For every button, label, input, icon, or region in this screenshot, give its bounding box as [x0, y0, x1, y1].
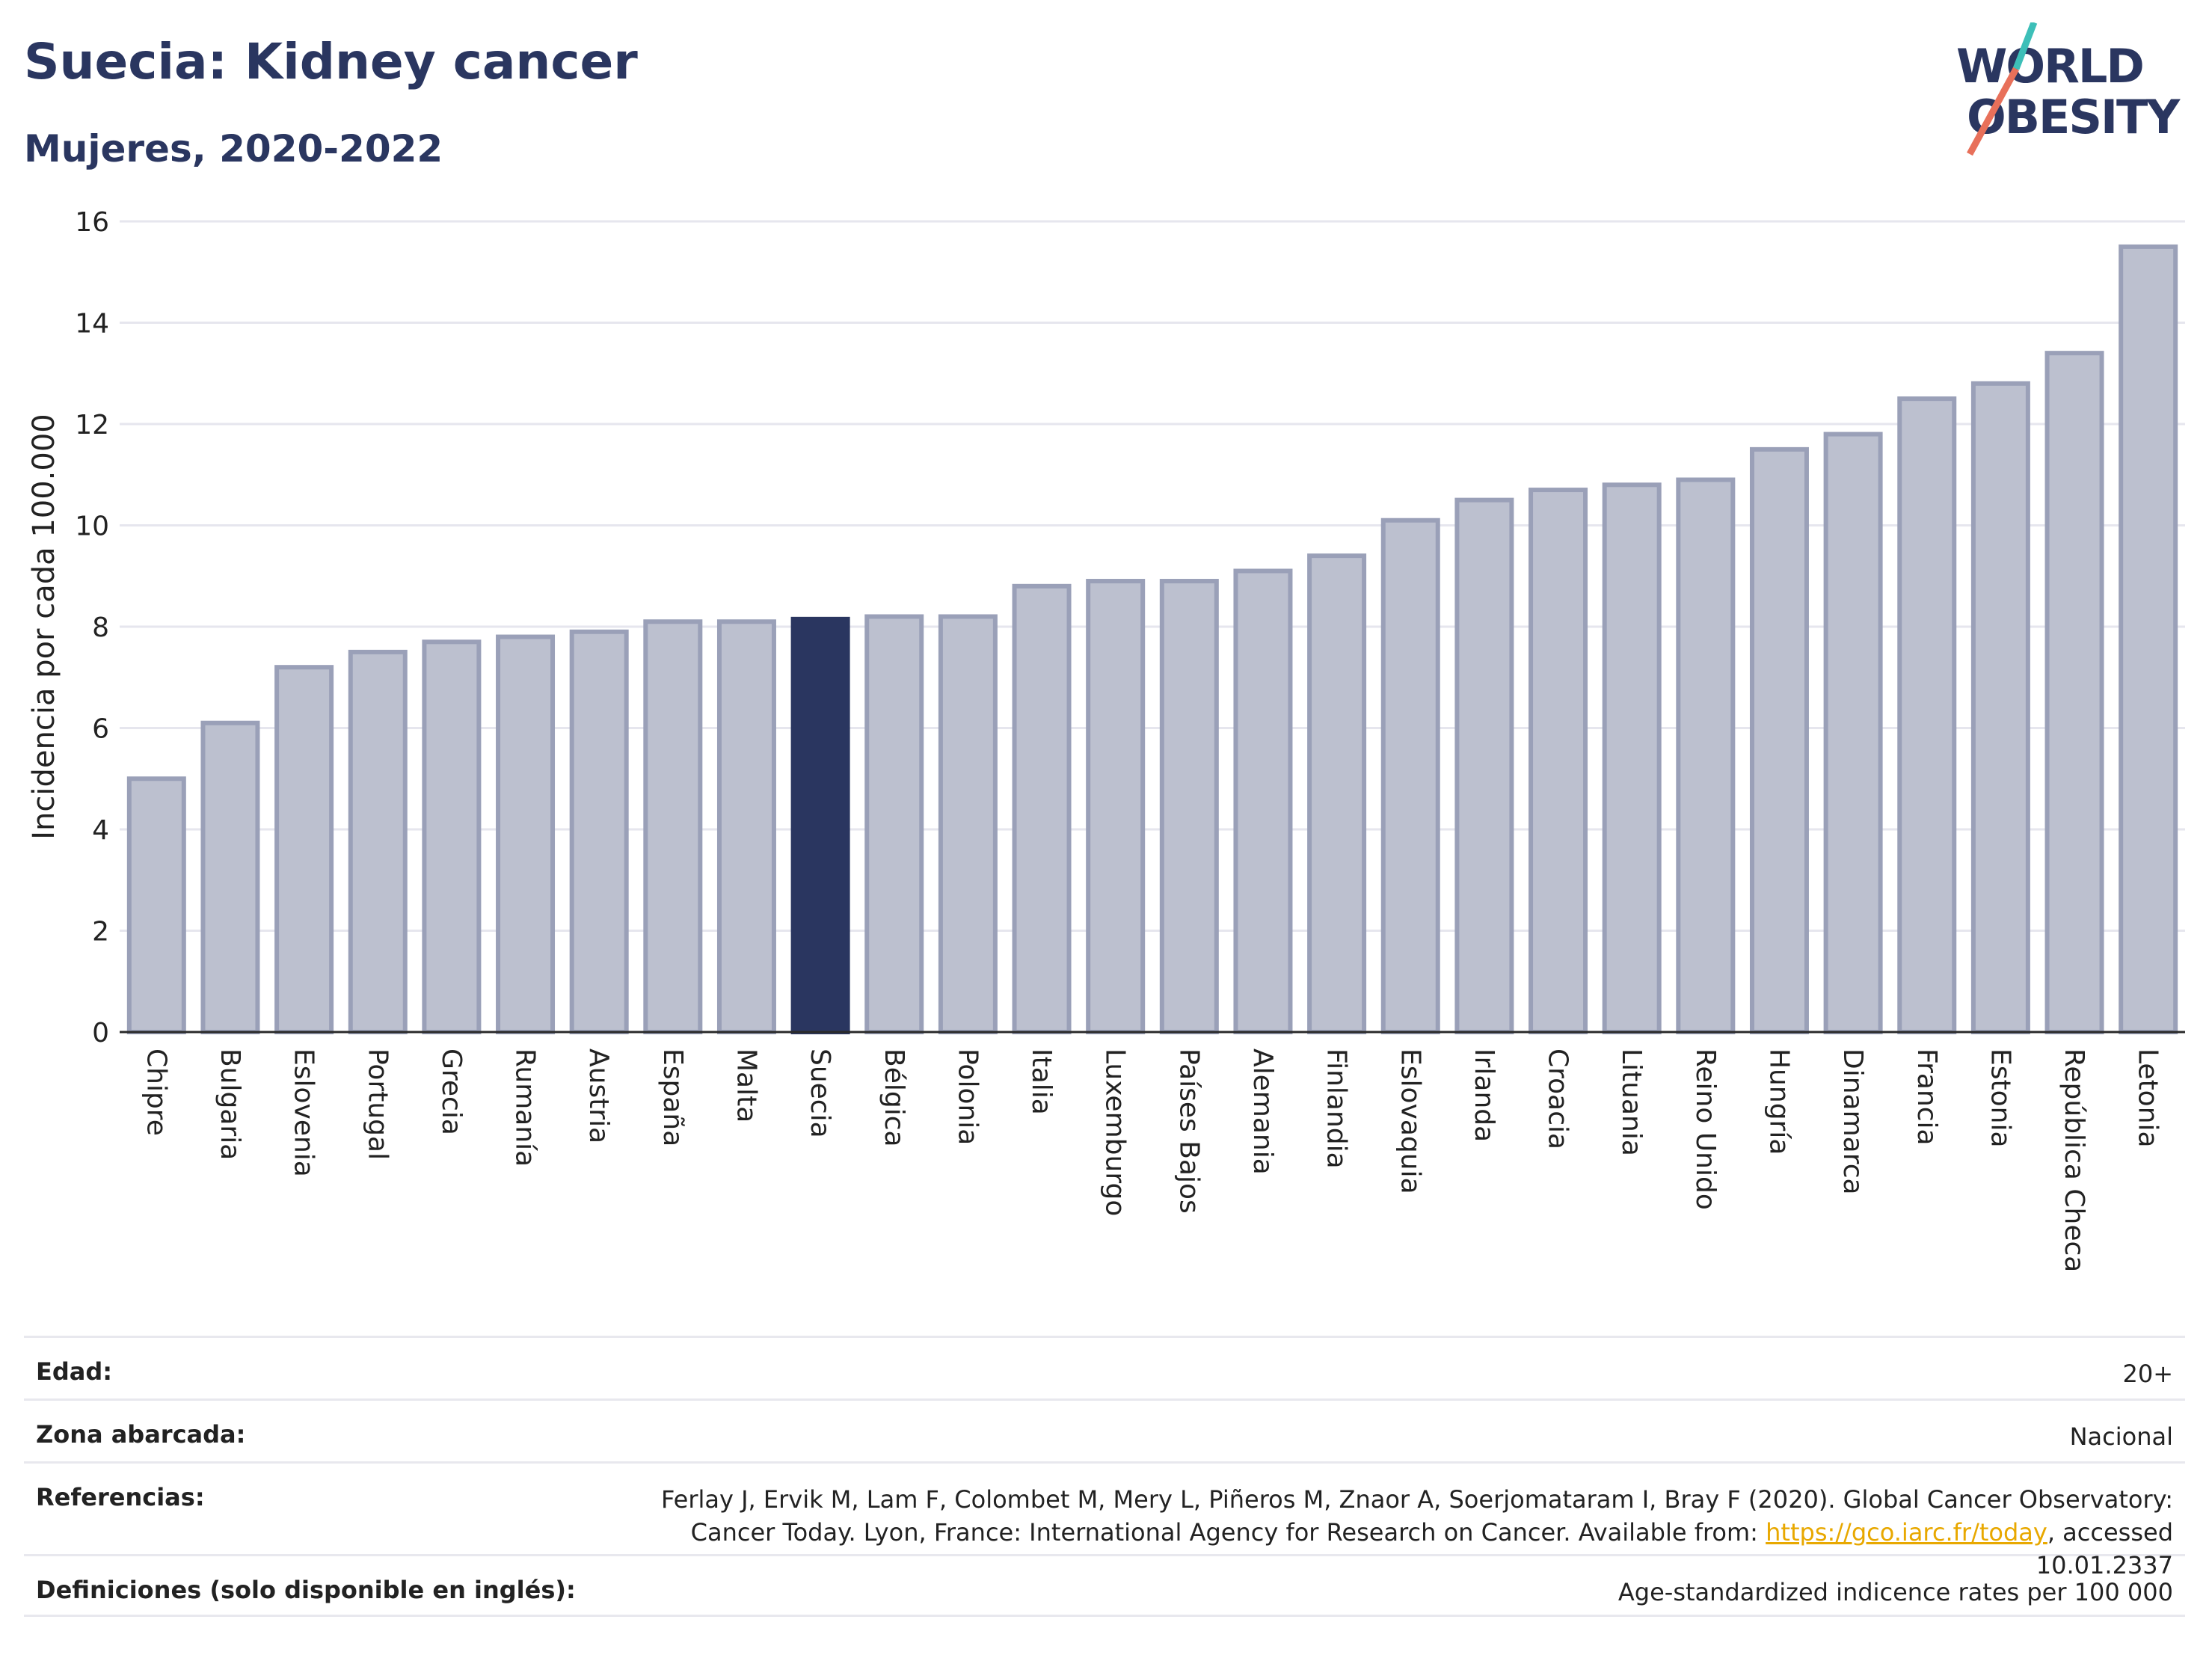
x-tick-label: Portugal — [362, 1048, 393, 1160]
bar-finlandia — [1307, 553, 1367, 1034]
x-tick-label: Estonia — [1985, 1048, 2015, 1148]
meta-row-references: Referencias: Ferlay J, Ervik M, Lam F, C… — [24, 1461, 2185, 1579]
reference-link[interactable]: https://gco.iarc.fr/today — [1766, 1518, 2047, 1547]
x-tick-label: Malta — [731, 1048, 761, 1123]
bar-lituania — [1602, 482, 1662, 1034]
bar-polonia — [938, 614, 998, 1034]
bar-bélgica — [864, 614, 924, 1034]
x-tick-label: Bulgaria — [215, 1048, 245, 1160]
metadata-table: Edad: 20+ Zona abarcada: Nacional Refere… — [24, 1336, 2185, 1617]
y-axis-label: Incidencia por cada 100.000 — [27, 414, 61, 840]
x-tick-label: Finlandia — [1321, 1048, 1352, 1169]
meta-row-age: Edad: 20+ — [24, 1336, 2185, 1398]
y-tick-label: 6 — [92, 714, 109, 745]
y-tick-label: 2 — [92, 917, 109, 948]
bar-malta — [716, 619, 776, 1034]
logo-slash-red — [1967, 67, 2019, 156]
meta-label: Zona abarcada: — [36, 1420, 246, 1449]
bar-italia — [1012, 583, 1072, 1034]
x-tick-label: Reino Unido — [1690, 1048, 1721, 1210]
bar-francia — [1897, 396, 1957, 1034]
bar-grecia — [422, 639, 482, 1034]
reference-accessed: , accessed 10.01.2337 — [2036, 1518, 2173, 1579]
logo-slash-teal — [2012, 22, 2038, 70]
bar-hungría — [1749, 446, 1809, 1034]
y-tick-label: 12 — [75, 410, 109, 440]
bar-portugal — [348, 649, 408, 1034]
chart-title: Suecia: Kidney cancer — [24, 33, 638, 90]
bar-países-bajos — [1159, 579, 1219, 1034]
bar-irlanda — [1454, 497, 1514, 1034]
meta-label: Referencias: — [36, 1483, 205, 1511]
x-tick-label: Austria — [583, 1048, 614, 1143]
meta-value: Nacional — [2069, 1422, 2173, 1451]
bar-luxemburgo — [1086, 579, 1146, 1034]
x-tick-label: España — [657, 1048, 688, 1146]
x-tick-label: Grecia — [436, 1048, 467, 1135]
meta-row-zone: Zona abarcada: Nacional — [24, 1398, 2185, 1461]
y-tick-label: 16 — [75, 207, 109, 238]
world-obesity-logo: WORLD OBESITY — [1956, 22, 2182, 156]
bar-españa — [643, 619, 703, 1034]
bar-reino-unido — [1676, 477, 1736, 1034]
meta-label: Definiciones (solo disponible en inglés)… — [36, 1576, 576, 1604]
bar-dinamarca — [1823, 432, 1883, 1034]
x-tick-label: Alemania — [1247, 1048, 1278, 1175]
bar-eslovaquia — [1380, 518, 1440, 1034]
bar-suecia — [790, 616, 850, 1034]
x-tick-label: Luxemburgo — [1100, 1048, 1131, 1216]
x-tick-label: Dinamarca — [1837, 1048, 1868, 1195]
x-tick-label: Eslovaquia — [1395, 1048, 1425, 1194]
bar-letonia — [2119, 244, 2178, 1034]
bar-bulgaria — [200, 720, 260, 1034]
reference-text: Ferlay J, Ervik M, Lam F, Colombet M, Me… — [661, 1485, 2173, 1547]
x-tick-label: Países Bajos — [1173, 1048, 1204, 1214]
bars — [126, 244, 2178, 1034]
x-tick-label: Italia — [1026, 1048, 1057, 1115]
x-tick-label: Bélgica — [879, 1048, 909, 1147]
x-tick-label: Lituania — [1616, 1048, 1647, 1156]
bar-austria — [569, 629, 629, 1034]
x-axis-labels: Chipre Bulgaria Eslovenia Portugal Grecia Rum… — [141, 1048, 2163, 1272]
x-tick-label: Francia — [1911, 1048, 1942, 1146]
x-tick-label: Letonia — [2133, 1048, 2163, 1148]
meta-value: Ferlay J, Ervik M, Lam F, Colombet M, Me… — [580, 1483, 2173, 1582]
bar-croacia — [1529, 488, 1588, 1034]
x-tick-label: Croacia — [1543, 1048, 1573, 1149]
y-tick-label: 14 — [75, 309, 109, 340]
meta-label: Edad: — [36, 1357, 113, 1386]
bar-eslovenia — [274, 665, 334, 1034]
x-tick-label: Hungría — [1763, 1048, 1794, 1155]
y-tick-label: 0 — [92, 1018, 109, 1048]
y-tick-label: 8 — [92, 612, 109, 643]
bar-estonia — [1970, 381, 2030, 1034]
x-tick-label: Polonia — [952, 1048, 983, 1145]
y-tick-label: 4 — [92, 815, 109, 846]
bar-chipre — [126, 776, 186, 1034]
bar-chart: 0 2 4 6 8 10 12 14 16 Chipre Bulgaria Eslovenia Por… — [27, 207, 2185, 1272]
y-axis-ticks: 0 2 4 6 8 10 12 14 16 — [75, 207, 109, 1048]
bar-alemania — [1233, 568, 1293, 1034]
logo-line1: WORLD — [1956, 39, 2143, 93]
x-tick-label: Irlanda — [1469, 1048, 1499, 1142]
chart-subtitle: Mujeres, 2020-2022 — [24, 127, 443, 171]
meta-value: Age-standardized indicence rates per 100… — [1617, 1578, 2173, 1606]
x-tick-label: Rumanía — [510, 1048, 541, 1167]
x-tick-label: República Checa — [2059, 1048, 2089, 1272]
x-tick-label: Chipre — [141, 1048, 171, 1136]
meta-value: 20+ — [2122, 1360, 2173, 1388]
y-tick-label: 10 — [75, 512, 109, 542]
bar-república-checa — [2044, 351, 2104, 1034]
x-tick-label: Eslovenia — [289, 1048, 319, 1177]
bar-rumanía — [496, 634, 556, 1034]
meta-row-definitions: Definiciones (solo disponible en inglés)… — [24, 1554, 2185, 1617]
x-tick-label: Suecia — [805, 1048, 835, 1138]
